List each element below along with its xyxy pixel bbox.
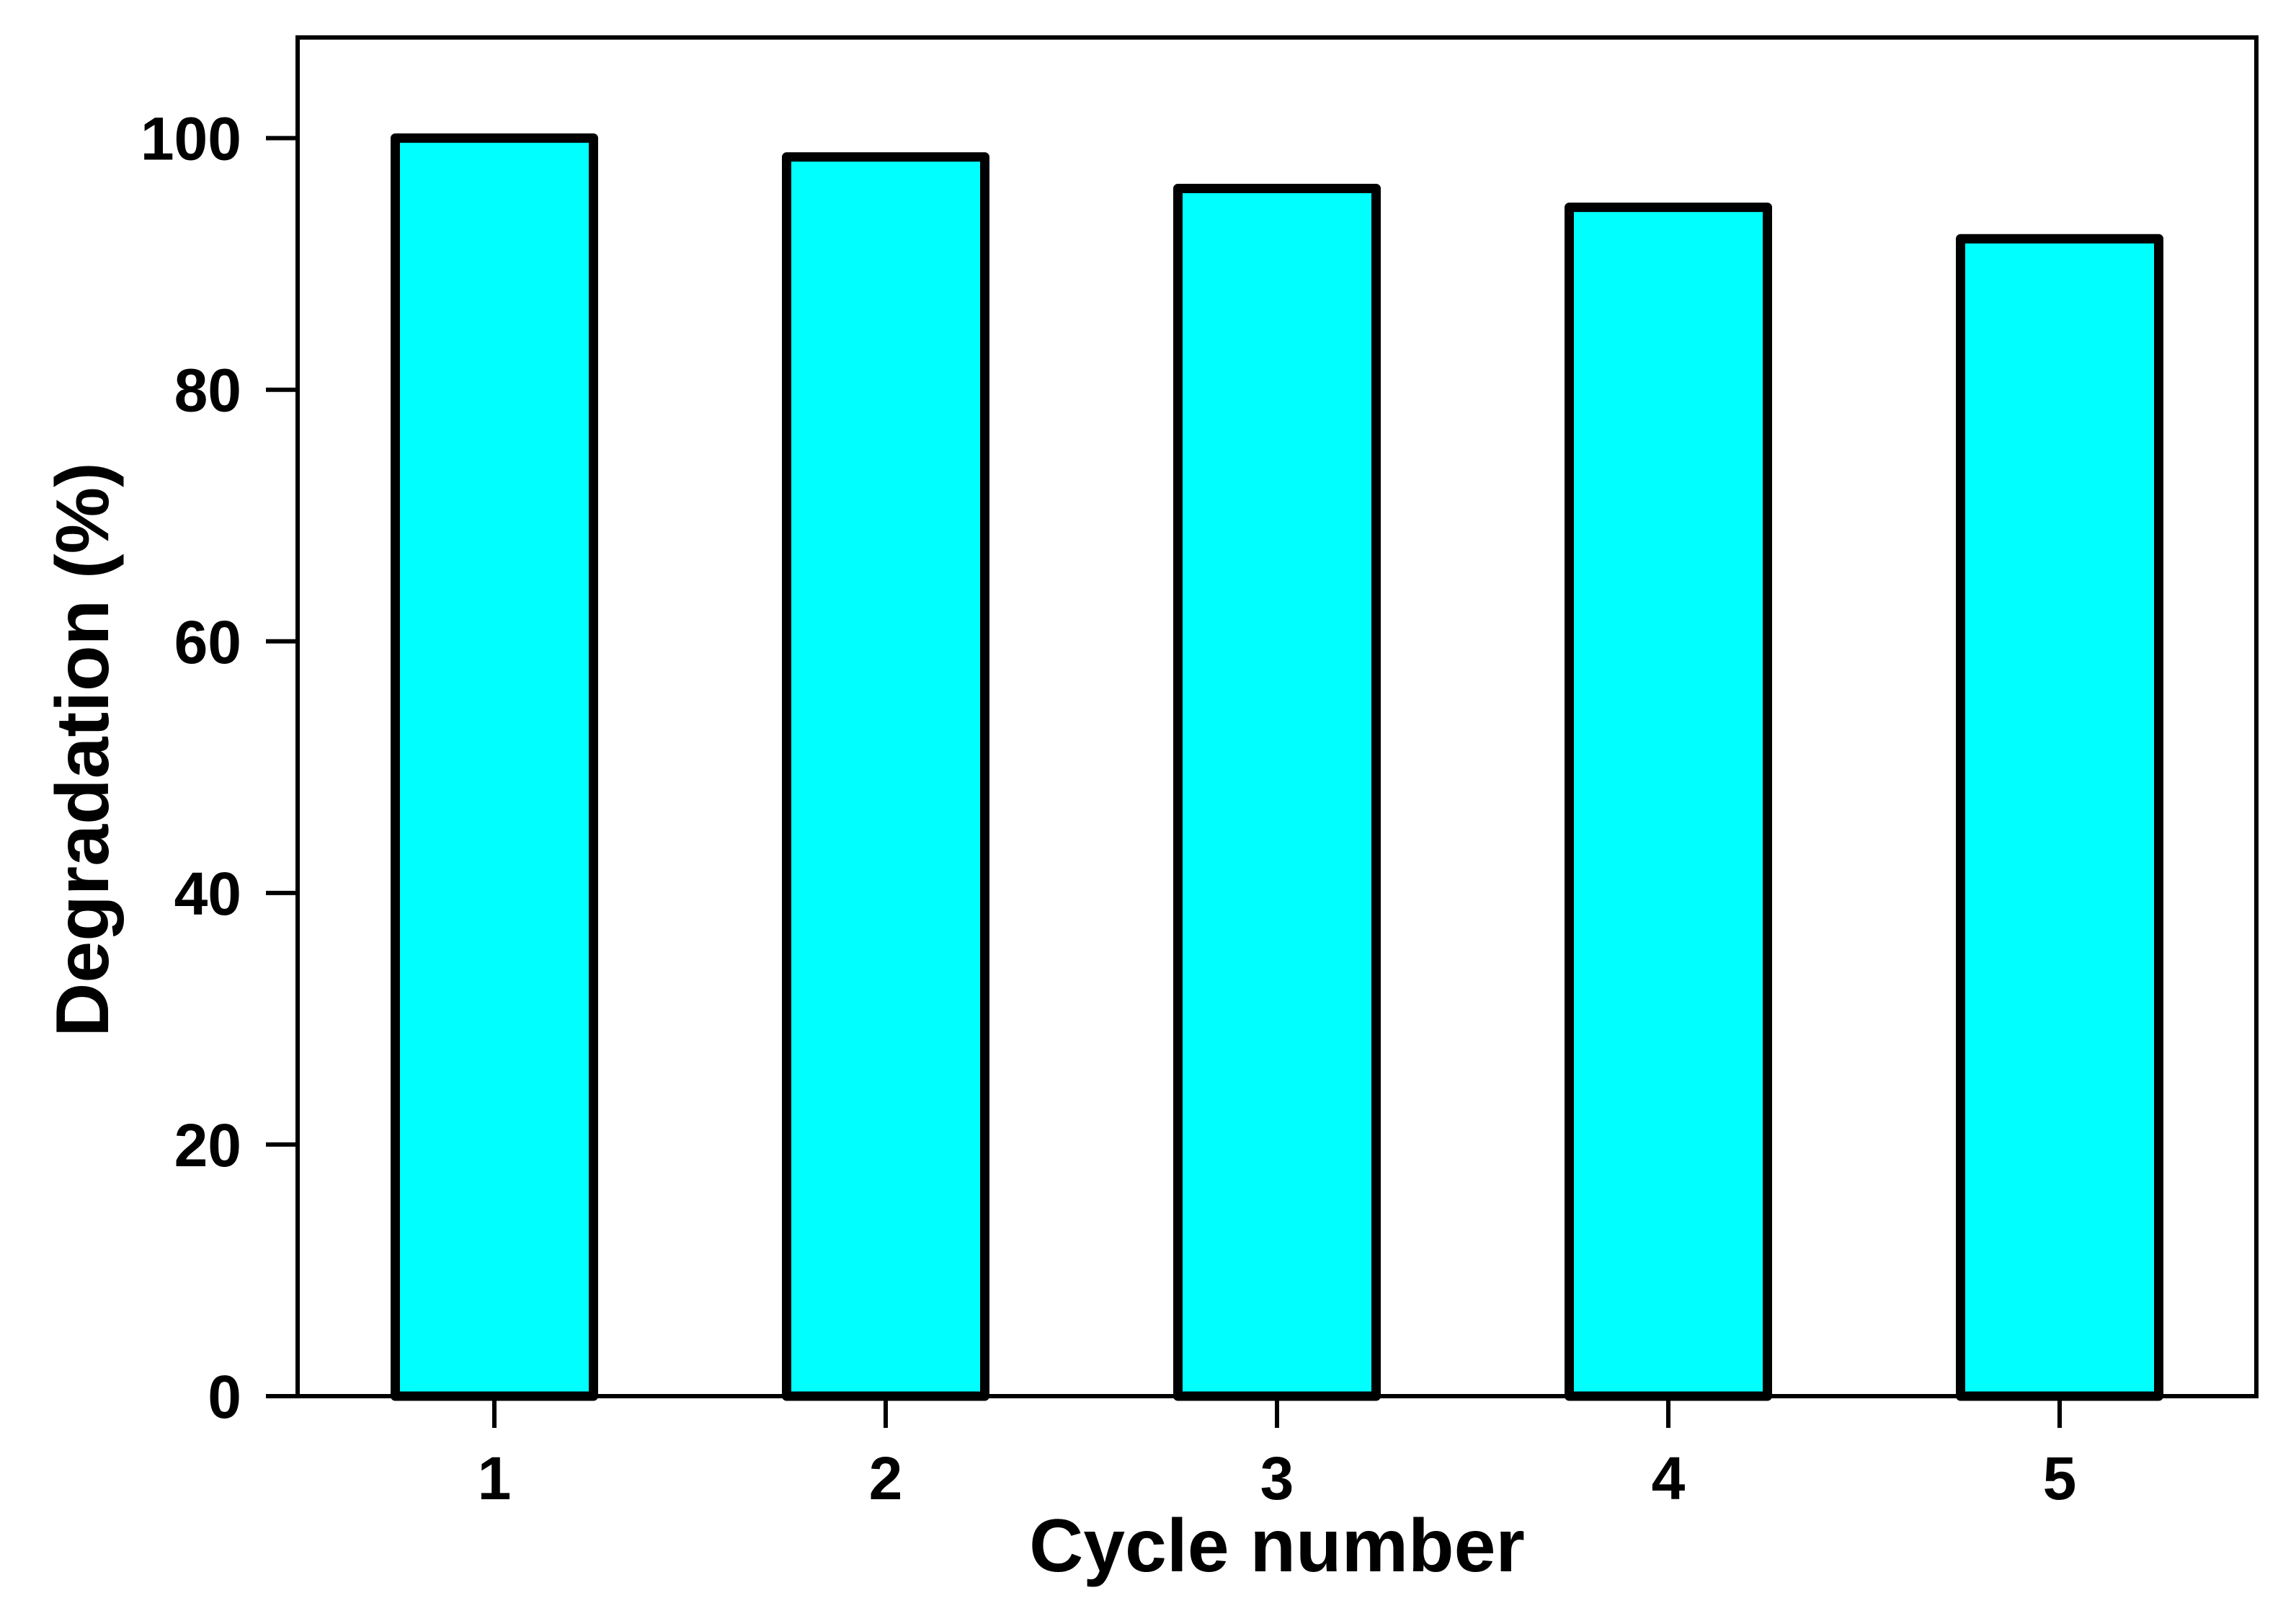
bar-cycle-5 (1956, 234, 2163, 1401)
y-axis: 0 20 40 60 80 100 (141, 105, 298, 1431)
y-tick-label: 20 (174, 1111, 241, 1179)
y-axis-title: Degradation (%) (41, 462, 125, 1036)
x-axis: 1 2 3 4 5 (478, 1396, 2077, 1512)
x-tick-label: 3 (1260, 1444, 1294, 1512)
x-tick-label: 5 (2043, 1444, 2077, 1512)
y-tick-label: 0 (208, 1363, 241, 1431)
bar-cycle-1 (391, 133, 598, 1401)
y-tick-label: 60 (174, 608, 241, 676)
y-tick-label: 100 (141, 105, 241, 173)
y-tick-label: 40 (174, 860, 241, 928)
x-tick-label: 4 (1652, 1444, 1686, 1512)
y-tick-label: 80 (174, 357, 241, 425)
bars-group (391, 133, 2163, 1401)
x-tick-label: 1 (478, 1444, 512, 1512)
bar-cycle-2 (782, 152, 989, 1401)
x-axis-title: Cycle number (1029, 1504, 1525, 1588)
bar-cycle-3 (1173, 183, 1381, 1401)
x-tick-label: 2 (869, 1444, 903, 1512)
bar-cycle-4 (1565, 203, 1772, 1401)
